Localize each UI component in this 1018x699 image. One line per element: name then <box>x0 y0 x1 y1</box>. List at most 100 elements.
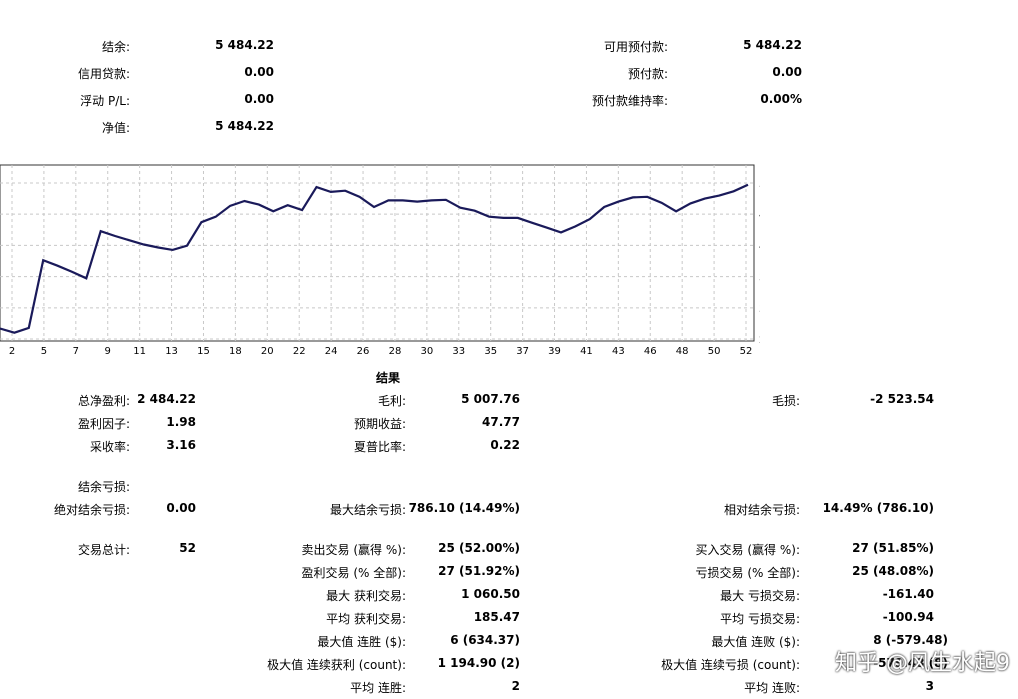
x-tick-label: 18 <box>229 346 242 357</box>
avg-consec-losses-value: 3 <box>925 679 934 693</box>
x-tick-label: 43 <box>612 346 625 357</box>
x-tick-label: 20 <box>261 346 274 357</box>
short-trades-value: 25 (52.00%) <box>438 541 520 555</box>
floating-pl-value: 0.00 <box>244 92 274 106</box>
watermark: 知乎 @风生水起9 <box>835 651 1010 676</box>
long-trades-value: 27 (51.85%) <box>852 541 934 555</box>
largest-profit-value: 1 060.50 <box>461 587 520 601</box>
x-tick-label: 52 <box>740 346 753 357</box>
max-consec-wins-label: 最大值 连胜 ($): <box>317 635 406 649</box>
x-tick-label: 48 <box>676 346 689 357</box>
margin-level-value: 0.00% <box>760 92 802 106</box>
avg-loss-value: -100.94 <box>882 610 934 624</box>
recovery-factor-value: 3.16 <box>166 438 196 452</box>
x-tick-label: 24 <box>325 346 338 357</box>
gross-profit-value: 5 007.76 <box>461 392 520 406</box>
x-tick-label: 46 <box>644 346 657 357</box>
x-tick-label: 50 <box>708 346 721 357</box>
expected-payoff-label: 预期收益: <box>353 417 406 431</box>
avg-consec-wins-value: 2 <box>511 679 520 693</box>
x-tick-label: 2 <box>9 346 15 357</box>
short-trades-label: 卖出交易 (赢得 %): <box>301 543 406 557</box>
free-margin-value: 5 484.22 <box>743 38 802 52</box>
top-cutoff-row <box>640 0 970 2</box>
balance-value: 5 484.22 <box>215 38 274 52</box>
x-tick-label: 33 <box>452 346 465 357</box>
largest-loss-value: -161.40 <box>882 587 934 601</box>
x-tick-label: 22 <box>293 346 306 357</box>
sharpe-ratio-value: 0.22 <box>490 438 520 452</box>
x-tick-label: 13 <box>165 346 178 357</box>
floating-pl-label: 浮动 P/L: <box>80 94 130 108</box>
x-tick-label: 41 <box>580 346 593 357</box>
credit-value: 0.00 <box>244 65 274 79</box>
profit-factor-label: 盈利因子: <box>77 417 130 431</box>
max-drawdown-label: 最大结余亏损: <box>329 503 406 517</box>
x-tick-label: 5 <box>41 346 47 357</box>
x-tick-label: 7 <box>73 346 79 357</box>
rel-drawdown-value: 14.49% (786.10) <box>822 501 934 515</box>
avg-loss-label: 平均 亏损交易: <box>720 612 800 626</box>
avg-profit-value: 185.47 <box>473 610 520 624</box>
equity-label: 净值: <box>101 121 130 135</box>
recovery-factor-label: 采收率: <box>89 440 130 454</box>
profit-trades-value: 27 (51.92%) <box>438 564 520 578</box>
max-consec-losses-label: 最大值 连败 ($): <box>711 635 800 649</box>
abs-drawdown-value: 0.00 <box>166 501 196 515</box>
max-consec-losses-value: 8 (-579.48) <box>873 633 948 647</box>
x-tick-label: 39 <box>548 346 561 357</box>
results-title: 结果 <box>376 371 401 385</box>
x-tick-label: 35 <box>484 346 497 357</box>
margin-value: 0.00 <box>772 65 802 79</box>
largest-profit-label: 最大 获利交易: <box>326 589 406 603</box>
x-tick-label: 37 <box>516 346 529 357</box>
largest-loss-label: 最大 亏损交易: <box>720 589 800 603</box>
loss-trades-value: 25 (48.08%) <box>852 564 934 578</box>
chart-y-ticks: 5458 4942 4425 3909 3392 2876 <box>759 179 760 346</box>
y-tick-label: 3909 <box>759 273 760 284</box>
loss-trades-label: 亏损交易 (% 全部): <box>695 566 800 580</box>
total-net-profit-value: 2 484.22 <box>137 392 196 406</box>
avg-profit-label: 平均 获利交易: <box>326 612 406 626</box>
maximal-consec-loss-label: 极大值 连续亏损 (count): <box>661 658 800 672</box>
free-margin-label: 可用预付款: <box>603 40 668 54</box>
balance-drawdown-label: 结余亏损: <box>77 480 130 494</box>
max-consec-wins-value: 6 (634.37) <box>450 633 520 647</box>
x-tick-label: 26 <box>357 346 370 357</box>
y-tick-label: 3392 <box>759 304 760 315</box>
gross-loss-value: -2 523.54 <box>870 392 934 406</box>
balance-label: 结余: <box>101 40 130 54</box>
chart-grid <box>0 165 754 341</box>
total-net-profit-label: 总净盈利: <box>77 394 130 408</box>
rel-drawdown-label: 相对结余亏损: <box>723 503 800 517</box>
y-tick-label: 5458 <box>759 179 760 190</box>
maximal-consec-loss-value: -579.48 (8) <box>873 656 948 670</box>
x-tick-label: 28 <box>389 346 402 357</box>
maximal-consec-profit-value: 1 194.90 (2) <box>437 656 520 670</box>
maximal-consec-profit-label: 极大值 连续获利 (count): <box>267 658 406 672</box>
margin-label: 预付款: <box>627 67 668 81</box>
x-tick-label: 30 <box>421 346 434 357</box>
long-trades-label: 买入交易 (赢得 %): <box>695 543 800 557</box>
x-tick-label: 11 <box>133 346 146 357</box>
y-tick-label: 2876 <box>759 335 760 346</box>
max-drawdown-value: 786.10 (14.49%) <box>408 501 520 515</box>
gross-profit-label: 毛利: <box>377 394 406 408</box>
y-tick-label: 4942 <box>759 210 760 221</box>
equity-value: 5 484.22 <box>215 119 274 133</box>
margin-level-label: 预付款维持率: <box>591 94 668 108</box>
avg-consec-wins-label: 平均 连胜: <box>350 681 406 695</box>
x-tick-label: 15 <box>197 346 210 357</box>
gross-loss-label: 毛损: <box>771 394 800 408</box>
chart-x-ticks: 2 5 7 9 11 13 15 18 20 22 24 26 28 30 33 35 37 39 41 43 46 48… <box>9 346 753 357</box>
avg-consec-losses-label: 平均 连败: <box>744 681 800 695</box>
profit-factor-value: 1.98 <box>166 415 196 429</box>
sharpe-ratio-label: 夏普比率: <box>353 440 406 454</box>
expected-payoff-value: 47.77 <box>482 415 520 429</box>
balance-line <box>0 183 749 334</box>
total-trades-label: 交易总计: <box>77 543 130 557</box>
x-tick-label: 9 <box>105 346 111 357</box>
balance-chart: 545849424425390933922876 257911131518202… <box>0 164 760 357</box>
y-tick-label: 4425 <box>759 241 760 252</box>
profit-trades-label: 盈利交易 (% 全部): <box>301 566 406 580</box>
